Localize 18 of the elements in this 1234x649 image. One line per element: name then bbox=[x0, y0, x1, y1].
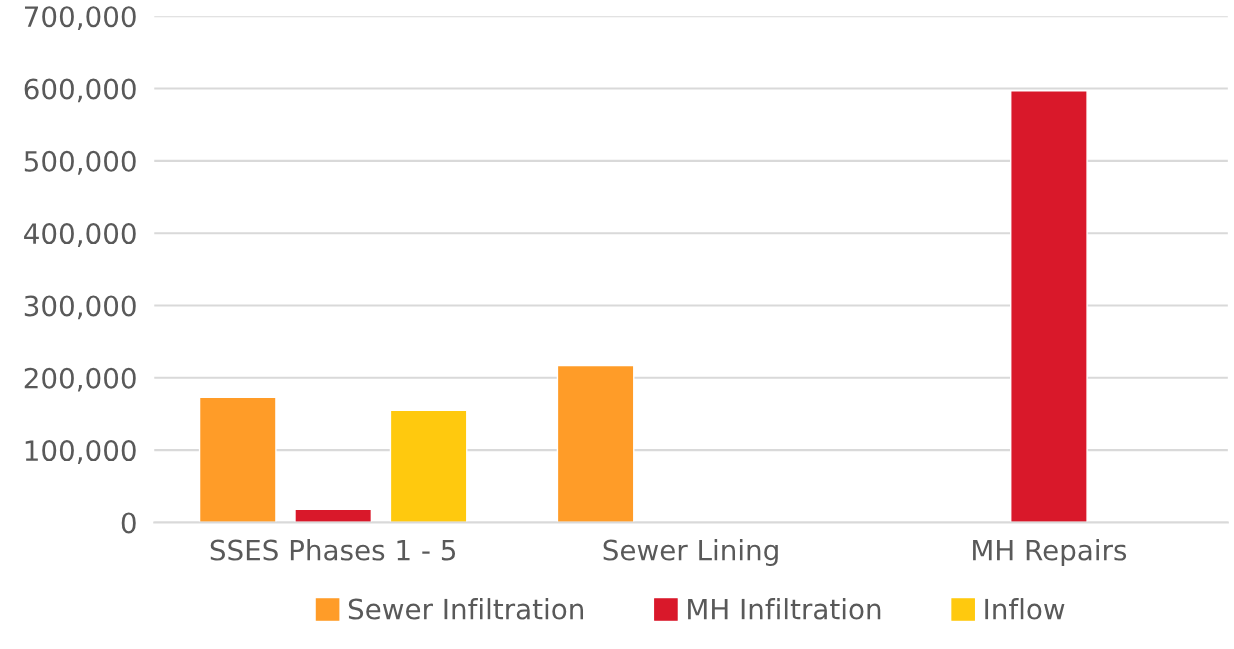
y-tick-label: 300,000 bbox=[24, 295, 136, 320]
y-tick-label: 700,000 bbox=[24, 6, 136, 31]
y-tick-label: 600,000 bbox=[24, 78, 136, 103]
legend-label: Inflow bbox=[985, 598, 1065, 620]
y-tick-label: 200,000 bbox=[24, 367, 136, 392]
x-tick-label: Sewer Lining bbox=[603, 539, 778, 566]
bar bbox=[198, 396, 277, 523]
x-tick-label: MH Repairs bbox=[973, 539, 1127, 566]
bar bbox=[389, 409, 468, 523]
y-tick-label: 400,000 bbox=[24, 223, 136, 247]
y-tick-label: 0 bbox=[121, 512, 136, 534]
bar bbox=[556, 364, 635, 523]
legend-label: MH Infiltration bbox=[688, 598, 881, 620]
x-tick-label: SSES Phases 1 - 5 bbox=[210, 539, 456, 561]
y-tick-label: 500,000 bbox=[24, 150, 136, 175]
bar bbox=[1010, 90, 1088, 523]
legend-label: Sewer Infiltration bbox=[348, 598, 584, 620]
y-tick-label: 100,000 bbox=[25, 440, 136, 464]
